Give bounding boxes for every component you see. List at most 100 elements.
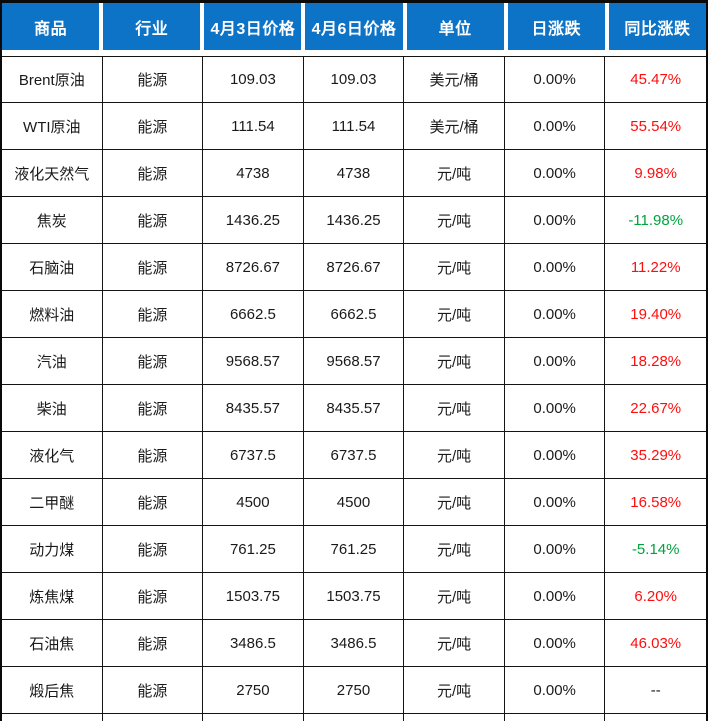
table-row: 石油焦 能源 3486.5 3486.5 元/吨 0.00% 46.03% [2, 620, 706, 667]
cell-commodity: 汽油 [2, 338, 103, 384]
cell-yoy-change: 16.58% [630, 493, 682, 511]
cell-industry: 能源 [103, 57, 204, 102]
cell-commodity: 液化天然气 [2, 150, 103, 196]
table-row: 汽油 能源 9568.57 9568.57 元/吨 0.00% 18.28% [2, 338, 706, 385]
cell-price-apr6: 3486.5 [304, 620, 405, 666]
table-row: 石脑油 能源 8726.67 8726.67 元/吨 0.00% 11.22% [2, 244, 706, 291]
cell-price-apr3: 6737.5 [203, 432, 304, 478]
cell-commodity: 焦炭 [2, 197, 103, 243]
cell-unit: 元/吨 [404, 338, 505, 384]
table-row: WTI原油 能源 111.54 111.54 美元/桶 0.00% 55.54% [2, 103, 706, 150]
cell-price-apr3: 1503.75 [203, 573, 304, 619]
cell-daily-change: 0.00% [505, 620, 606, 666]
cell-price-apr6: 6737.5 [304, 432, 405, 478]
cell-yoy-change: 22.67% [630, 399, 682, 417]
cell-industry: 能源 [103, 667, 204, 713]
cell-daily-change: 0.00% [505, 57, 606, 102]
header-cell-industry: 行业 [103, 3, 201, 50]
partial-next-row-cell [2, 714, 103, 721]
table-row: 二甲醚 能源 4500 4500 元/吨 0.00% 16.58% [2, 479, 706, 526]
cell-industry: 能源 [103, 197, 204, 243]
partial-next-row [2, 714, 706, 721]
cell-industry: 能源 [103, 103, 204, 149]
cell-unit: 元/吨 [404, 432, 505, 478]
cell-price-apr6: 4738 [304, 150, 405, 196]
table-row: 动力煤 能源 761.25 761.25 元/吨 0.00% -5.14% [2, 526, 706, 573]
cell-price-apr3: 8435.57 [203, 385, 304, 431]
cell-price-apr3: 6662.5 [203, 291, 304, 337]
cell-unit: 美元/桶 [404, 57, 505, 102]
cell-yoy-change: 9.98% [634, 164, 677, 182]
cell-daily-change: 0.00% [505, 338, 606, 384]
cell-commodity: 石油焦 [2, 620, 103, 666]
cell-price-apr6: 109.03 [304, 57, 405, 102]
table-row: 燃料油 能源 6662.5 6662.5 元/吨 0.00% 19.40% [2, 291, 706, 338]
cell-yoy-change: 35.29% [630, 446, 682, 464]
cell-price-apr3: 4738 [203, 150, 304, 196]
cell-price-apr3: 4500 [203, 479, 304, 525]
cell-price-apr3: 2750 [203, 667, 304, 713]
cell-industry: 能源 [103, 479, 204, 525]
cell-commodity: 炼焦煤 [2, 573, 103, 619]
cell-daily-change: 0.00% [505, 667, 606, 713]
cell-yoy-change: 11.22% [630, 258, 681, 276]
cell-price-apr3: 111.54 [203, 103, 304, 149]
cell-commodity: 石脑油 [2, 244, 103, 290]
cell-yoy-change: 46.03% [630, 634, 682, 652]
table-row: 柴油 能源 8435.57 8435.57 元/吨 0.00% 22.67% [2, 385, 706, 432]
header-cell-daily-change: 日涨跌 [507, 3, 605, 50]
cell-industry: 能源 [103, 385, 204, 431]
cell-unit: 元/吨 [404, 291, 505, 337]
cell-yoy-change: -11.98% [628, 211, 684, 229]
cell-price-apr6: 8726.67 [304, 244, 405, 290]
cell-commodity: 燃料油 [2, 291, 103, 337]
cell-industry: 能源 [103, 432, 204, 478]
cell-daily-change: 0.00% [505, 432, 606, 478]
cell-daily-change: 0.00% [505, 291, 606, 337]
cell-unit: 元/吨 [404, 479, 505, 525]
cell-commodity: 动力煤 [2, 526, 103, 572]
table-header-row: 商品 行业 4月3日价格 4月6日价格 单位 日涨跌 同比涨跌 [2, 3, 706, 56]
cell-daily-change: 0.00% [505, 385, 606, 431]
cell-unit: 元/吨 [404, 667, 505, 713]
cell-industry: 能源 [103, 573, 204, 619]
cell-price-apr3: 8726.67 [203, 244, 304, 290]
cell-price-apr6: 1436.25 [304, 197, 405, 243]
table-row: 炼焦煤 能源 1503.75 1503.75 元/吨 0.00% 6.20% [2, 573, 706, 620]
cell-unit: 元/吨 [404, 526, 505, 572]
table-row: 煅后焦 能源 2750 2750 元/吨 0.00% -- [2, 667, 706, 714]
header-cell-unit: 单位 [406, 3, 504, 50]
cell-unit: 元/吨 [404, 197, 505, 243]
cell-commodity: 煅后焦 [2, 667, 103, 713]
cell-daily-change: 0.00% [505, 150, 606, 196]
header-cell-commodity: 商品 [2, 3, 100, 50]
cell-commodity: 液化气 [2, 432, 103, 478]
cell-yoy-change: 45.47% [630, 71, 682, 88]
cell-industry: 能源 [103, 291, 204, 337]
cell-commodity: 二甲醚 [2, 479, 103, 525]
cell-industry: 能源 [103, 338, 204, 384]
cell-yoy-change: 19.40% [630, 305, 682, 323]
cell-price-apr3: 761.25 [203, 526, 304, 572]
cell-daily-change: 0.00% [505, 573, 606, 619]
cell-price-apr6: 111.54 [304, 103, 405, 149]
cell-commodity: 柴油 [2, 385, 103, 431]
cell-daily-change: 0.00% [505, 197, 606, 243]
partial-next-row-cell [304, 714, 405, 721]
partial-next-row-cell [404, 714, 505, 721]
cell-unit: 元/吨 [404, 620, 505, 666]
cell-price-apr6: 9568.57 [304, 338, 405, 384]
table-row: 焦炭 能源 1436.25 1436.25 元/吨 0.00% -11.98% [2, 197, 706, 244]
cell-commodity: Brent原油 [2, 57, 103, 102]
table-row: 液化天然气 能源 4738 4738 元/吨 0.00% 9.98% [2, 150, 706, 197]
cell-unit: 元/吨 [404, 244, 505, 290]
header-cell-yoy-change: 同比涨跌 [608, 3, 706, 50]
cell-daily-change: 0.00% [505, 244, 606, 290]
table-row: Brent原油 能源 109.03 109.03 美元/桶 0.00% 45.47% [2, 56, 706, 103]
cell-industry: 能源 [103, 620, 204, 666]
cell-price-apr3: 1436.25 [203, 197, 304, 243]
cell-price-apr3: 9568.57 [203, 338, 304, 384]
cell-industry: 能源 [103, 150, 204, 196]
cell-price-apr6: 2750 [304, 667, 405, 713]
